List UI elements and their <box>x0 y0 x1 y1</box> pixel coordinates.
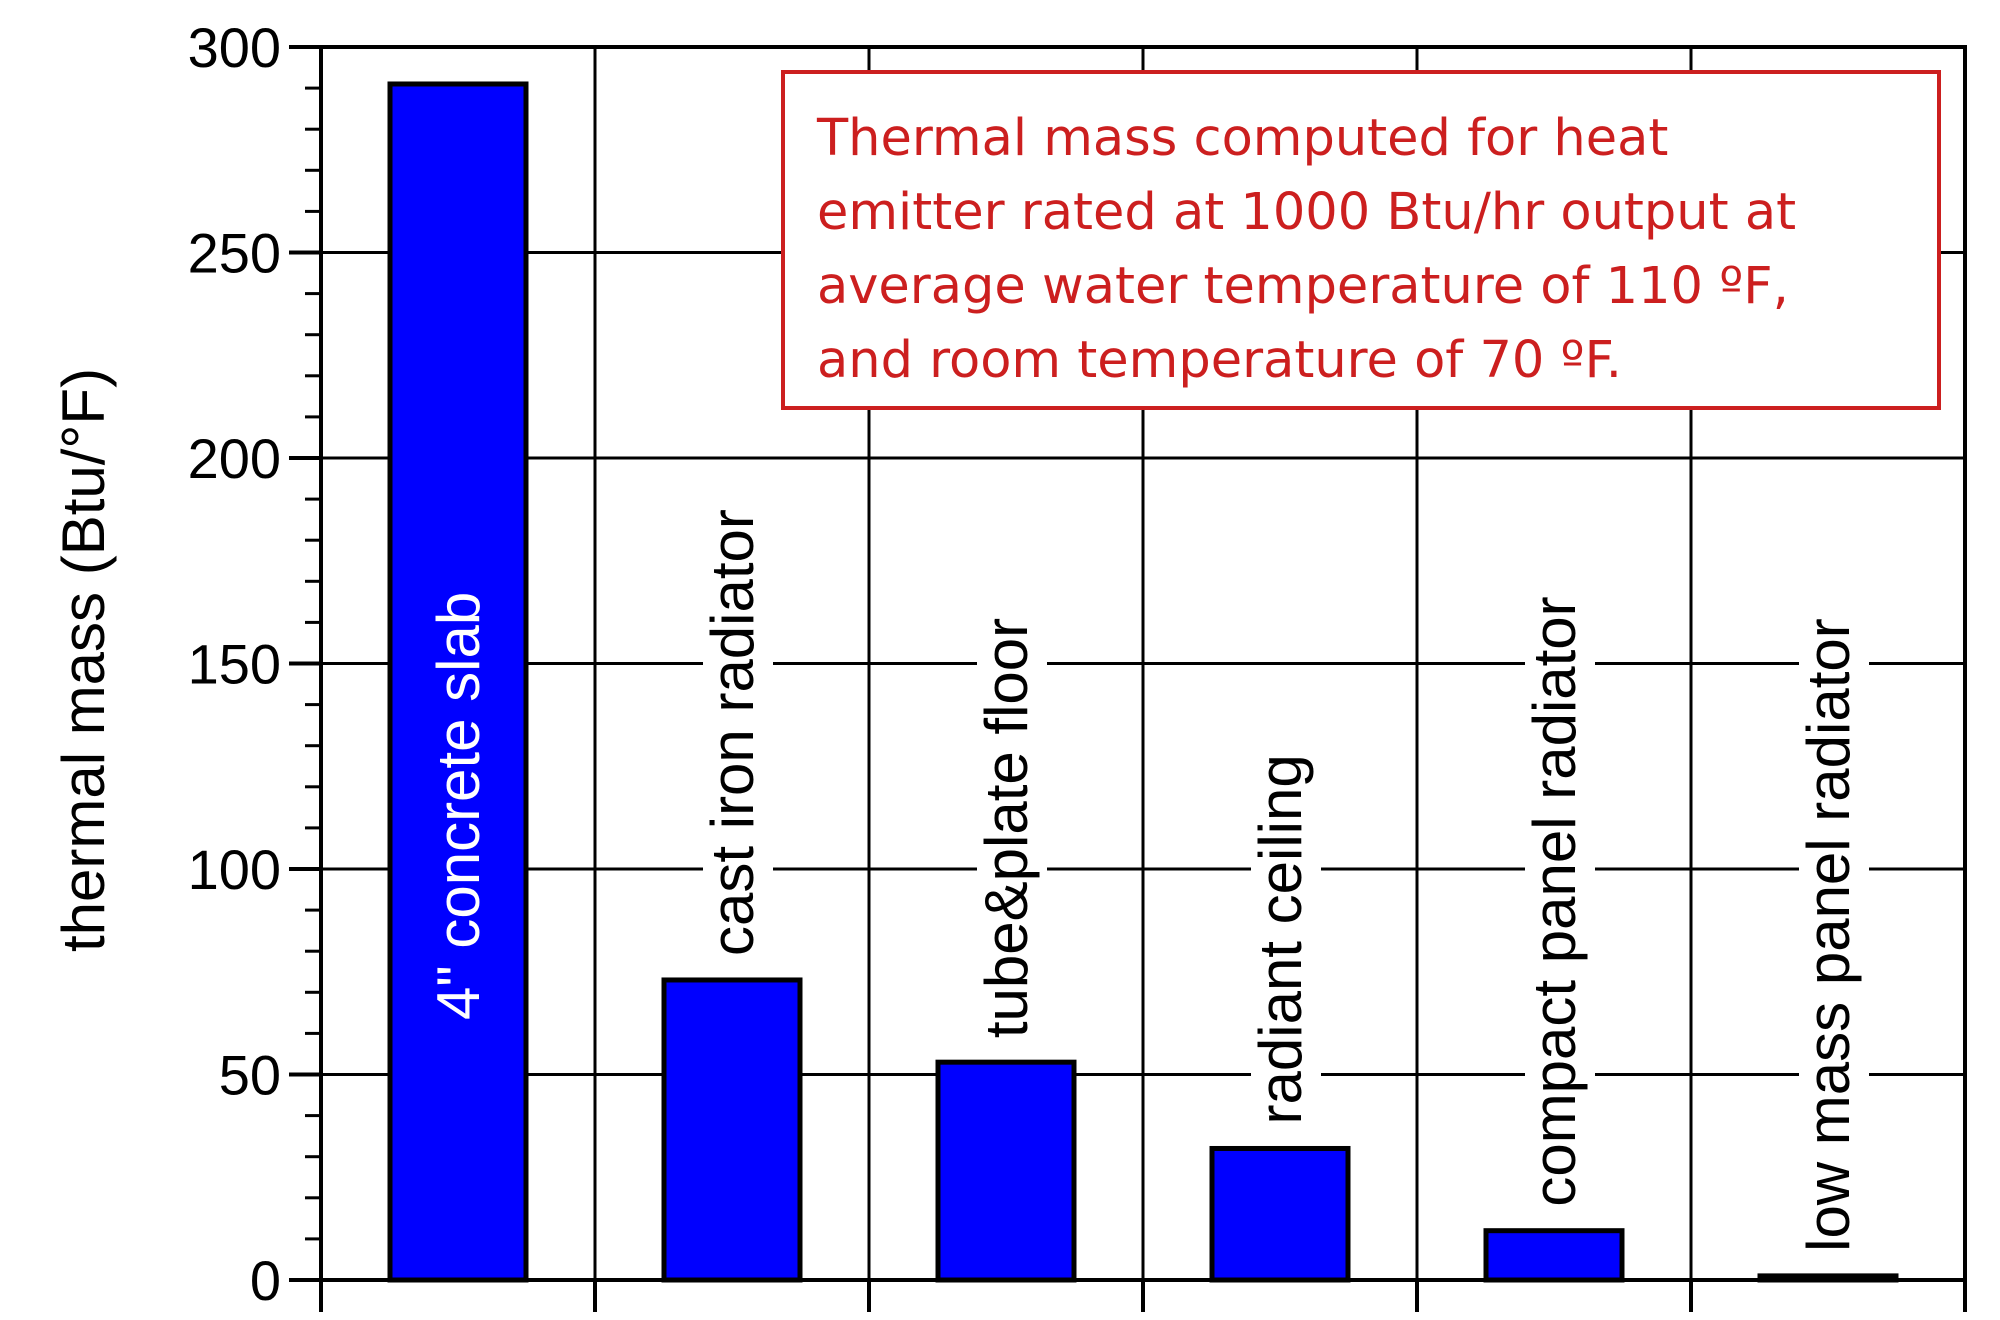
annotation-line: Thermal mass computed for heat <box>817 109 1669 168</box>
annotation-line: emitter rated at 1000 Btu/hr output at <box>817 183 1797 242</box>
bar-label: tube&plate floor <box>973 618 1040 1038</box>
bar-label-background <box>1799 606 1869 1258</box>
bar-label: compact panel radiator <box>1521 596 1588 1206</box>
bar-label-background <box>1251 742 1321 1131</box>
bar-label-background <box>703 497 773 962</box>
bar-label: 4" concrete slab <box>425 592 492 1020</box>
bar-label-group: cast iron radiator <box>699 497 773 962</box>
y-axis-label: thermal mass (Btu/°F) <box>50 368 117 952</box>
bar <box>1483 1228 1625 1283</box>
y-tick-label: 100 <box>188 838 281 901</box>
annotation-box: Thermal mass computed for heat emitter r… <box>781 70 1941 410</box>
annotation-line: average water temperature of 110 ºF, <box>817 257 1789 316</box>
y-tick-label: 200 <box>188 427 281 490</box>
bar-label: low mass panel radiator <box>1795 618 1862 1252</box>
y-tick-label: 250 <box>188 222 281 285</box>
bar-labels: 4" concrete slab cast iron radiator tube&p… <box>425 497 1869 1258</box>
bar <box>935 1059 1077 1283</box>
bar-label: cast iron radiator <box>699 509 766 956</box>
bar-label-background <box>977 605 1047 1045</box>
bar <box>661 977 803 1283</box>
bar-label-group: 4" concrete slab <box>425 592 492 1020</box>
bar <box>1209 1145 1351 1283</box>
annotation-line: and room temperature of 70 ºF. <box>817 331 1622 390</box>
bar <box>387 81 529 1283</box>
bar-label-group: compact panel radiator <box>1521 584 1595 1213</box>
y-tick-label: 300 <box>188 16 281 79</box>
bar-label: radiant ceiling <box>1247 754 1314 1124</box>
y-tick-label: 150 <box>188 633 281 696</box>
y-tick-label: 50 <box>219 1044 281 1107</box>
y-tick-label: 0 <box>250 1249 281 1312</box>
bar-label-group: low mass panel radiator <box>1795 606 1869 1258</box>
bar-label-background <box>1525 584 1595 1213</box>
axis-ticks: 0 50 100 150 200 250 300 <box>188 16 1967 1312</box>
bar-label-group: tube&plate floor <box>973 605 1047 1045</box>
bar-label-group: radiant ceiling <box>1247 742 1321 1131</box>
